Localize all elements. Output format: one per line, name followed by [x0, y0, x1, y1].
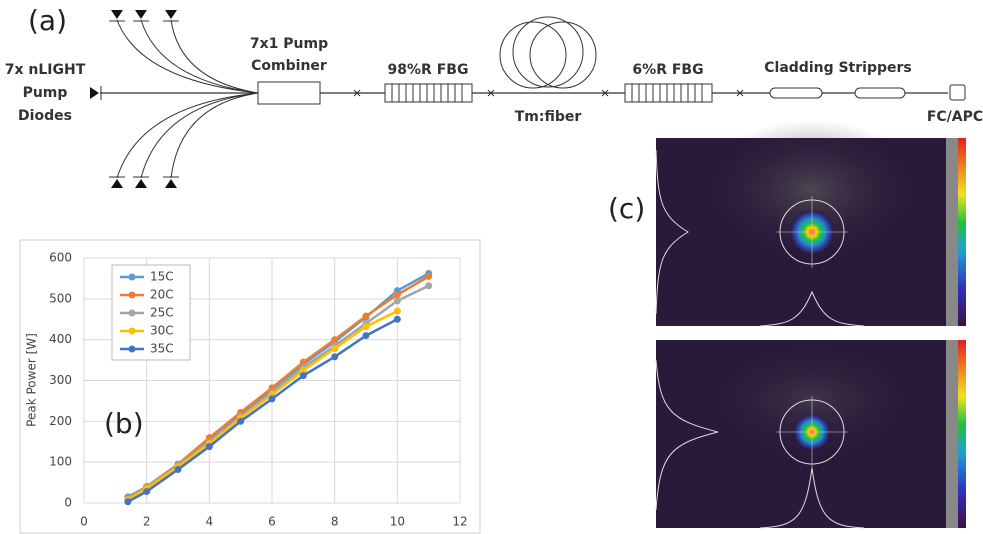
data-point: [237, 418, 244, 425]
coil: [530, 22, 596, 88]
fbg-label: 98%R FBG: [388, 62, 469, 78]
stripper: [770, 88, 822, 98]
legend-label: 20C: [150, 288, 174, 302]
data-point: [394, 291, 401, 298]
page: (a) 7x nLIGHT Pump Diodes 7x1 Pump Combi…: [0, 0, 983, 534]
diode-bars: [101, 21, 179, 177]
legend-swatch: [129, 274, 136, 281]
fiber-label: Tm:fiber: [515, 109, 582, 125]
data-point: [363, 312, 370, 319]
fbg-label: 6%R FBG: [632, 62, 703, 78]
x-tick-label: 12: [452, 515, 467, 529]
stripper-label: Cladding Strippers: [764, 60, 911, 76]
data-point: [300, 372, 307, 379]
legend-swatch: [129, 328, 136, 335]
data-point: [331, 345, 338, 352]
y-tick-label: 500: [49, 291, 72, 305]
combiner-label: 7x1 Pump: [250, 36, 328, 52]
x-tick-label: 2: [143, 515, 151, 529]
y-axis-label: Peak Power [W]: [25, 333, 39, 427]
data-point: [363, 323, 370, 330]
fbg-high: [385, 84, 472, 102]
x-tick-label: 8: [331, 515, 339, 529]
data-point: [331, 336, 338, 343]
panel-label: (b): [104, 407, 144, 440]
legend-swatch: [129, 292, 136, 299]
data-point: [143, 488, 150, 495]
y-tick-label: 400: [49, 332, 72, 346]
data-point: [175, 466, 182, 473]
stripper: [855, 88, 905, 98]
x-tick-label: 10: [390, 515, 405, 529]
legend-label: 25C: [150, 306, 174, 320]
data-point: [331, 353, 338, 360]
x-tick-label: 0: [80, 515, 88, 529]
legend-swatch: [129, 346, 136, 353]
data-point: [394, 308, 401, 315]
data-point: [363, 332, 370, 339]
pump-fibers: [117, 20, 258, 178]
diode-label: Pump: [23, 85, 68, 101]
legend-swatch: [129, 310, 136, 317]
legend-label: 30C: [150, 324, 174, 338]
beam-image: [656, 120, 966, 326]
y-tick-label: 200: [49, 414, 72, 428]
y-tick-label: 600: [49, 251, 72, 265]
chart: 0 100 200 300 400 500 600 0 2 4 6 8 10 12 15C 20C 25C 30C…: [49, 251, 468, 529]
y-tick-label: 0: [64, 496, 72, 510]
data-point: [124, 498, 131, 505]
coil: [500, 22, 566, 88]
data-point: [269, 395, 276, 402]
diodes: [90, 10, 177, 188]
combiner-label: Combiner: [251, 58, 327, 74]
beam-image: [656, 340, 966, 528]
data-point: [394, 297, 401, 304]
y-tick-label: 300: [49, 373, 72, 387]
data-point: [425, 273, 432, 280]
panel-label: (a): [28, 4, 67, 37]
connector: [950, 85, 965, 100]
coil: [513, 17, 583, 87]
panel-label: (c): [608, 192, 645, 225]
data-point: [394, 316, 401, 323]
diode-label: Diodes: [18, 108, 72, 124]
x-tick-label: 6: [268, 515, 276, 529]
connector-label: FC/APC: [927, 109, 983, 125]
data-point: [206, 443, 213, 450]
x-tick-label: 4: [206, 515, 214, 529]
figure: (a) 7x nLIGHT Pump Diodes 7x1 Pump Combi…: [0, 0, 983, 534]
y-tick-label: 100: [49, 455, 72, 469]
legend-label: 15C: [150, 270, 174, 284]
legend-label: 35C: [150, 342, 174, 356]
data-point: [425, 282, 432, 289]
combiner: [258, 82, 320, 104]
fbg-low: [625, 84, 712, 102]
diode-label: 7x nLIGHT: [5, 62, 86, 78]
